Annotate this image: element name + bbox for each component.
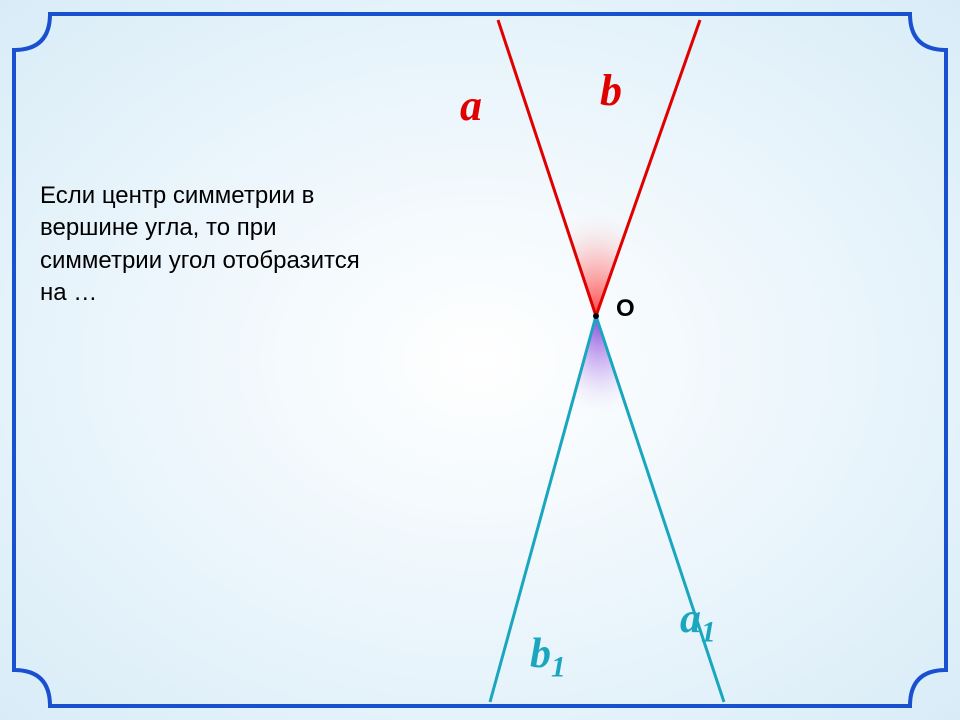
label-a1-sub: 1 xyxy=(701,616,716,648)
label-b1-main: b xyxy=(530,631,551,677)
label-b1-sub: 1 xyxy=(551,651,566,683)
label-a1-main: a xyxy=(680,596,701,642)
label-b1: b1 xyxy=(530,630,566,684)
ray-a xyxy=(498,20,596,316)
label-a1: a1 xyxy=(680,595,716,649)
label-b: b xyxy=(600,65,622,116)
label-o: O xyxy=(616,295,635,323)
lower-angle-fill xyxy=(569,316,630,420)
label-a: a xyxy=(460,80,482,131)
vertex-point xyxy=(593,313,599,319)
description-text: Если центр симметрии в вершине угла, то … xyxy=(40,180,380,310)
